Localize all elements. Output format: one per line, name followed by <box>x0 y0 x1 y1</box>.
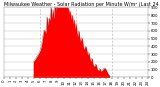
Text: Milwaukee Weather - Solar Radiation per Minute W/m² (Last 24 Hours): Milwaukee Weather - Solar Radiation per … <box>4 2 160 7</box>
